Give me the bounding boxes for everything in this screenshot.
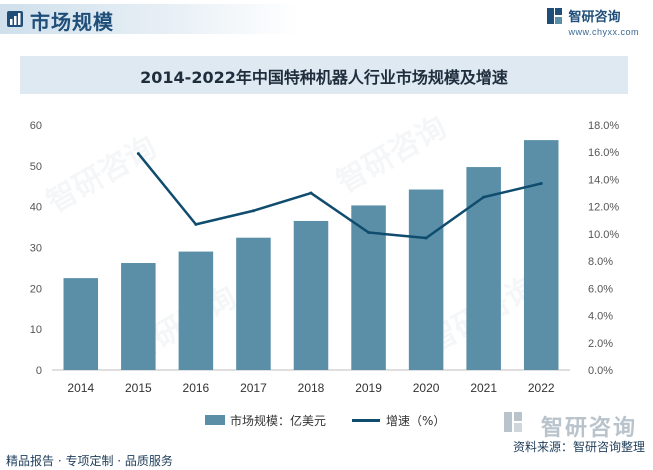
header: 市场规模 智研咨询 www.chyxx.com xyxy=(0,0,653,40)
legend-line-label: 增速（%） xyxy=(386,414,446,428)
x-tick-label: 2020 xyxy=(413,381,440,395)
y-left-tick-label: 50 xyxy=(30,161,42,173)
y-right-tick-label: 10.0% xyxy=(588,229,619,241)
y-left-tick-label: 60 xyxy=(30,120,42,132)
growth-point xyxy=(194,222,198,226)
y-right-tick-label: 0.0% xyxy=(588,365,613,377)
y-left-tick-label: 30 xyxy=(30,243,42,255)
bar-chart-icon xyxy=(7,11,23,27)
brand-logo: 智研咨询 www.chyxx.com xyxy=(547,6,639,37)
footer-tagline: 精品报告 · 专项定制 · 品质服务 xyxy=(6,454,173,468)
bar xyxy=(63,278,99,370)
x-tick-label: 2019 xyxy=(355,381,382,395)
brand-url: www.chyxx.com xyxy=(568,27,639,37)
bar xyxy=(178,251,214,370)
y-right-tick-label: 16.0% xyxy=(588,147,619,159)
header-bar xyxy=(0,4,300,34)
x-tick-label: 2017 xyxy=(240,381,267,395)
growth-point xyxy=(367,231,371,235)
page-title: 市场规模 xyxy=(30,10,114,34)
y-right-tick-label: 4.0% xyxy=(588,311,613,323)
bar xyxy=(523,140,559,370)
chart-title-band: 2014-2022年中国特种机器人行业市场规模及增速 xyxy=(20,56,628,94)
y-right-tick-label: 14.0% xyxy=(588,174,619,186)
x-tick-label: 2014 xyxy=(67,381,94,395)
y-right-tick-label: 6.0% xyxy=(588,283,613,295)
growth-point xyxy=(482,195,486,199)
brand-name: 智研咨询 xyxy=(568,10,621,25)
bar xyxy=(408,189,444,370)
chart-title: 2014-2022年中国特种机器人行业市场规模及增速 xyxy=(140,68,508,87)
y-left-tick-label: 20 xyxy=(30,283,42,295)
bar xyxy=(121,263,156,370)
bar xyxy=(351,205,386,370)
growth-point xyxy=(424,236,428,240)
x-tick-label: 2021 xyxy=(470,381,497,395)
legend-bar-label: 市场规模：亿美元 xyxy=(230,414,327,428)
footer: 智研咨询 精品报告 · 专项定制 · 品质服务 资料来源：智研咨询整理 xyxy=(0,412,653,470)
growth-point xyxy=(136,152,140,156)
legend-bar-swatch xyxy=(205,415,225,425)
brand-mark-icon xyxy=(504,412,522,432)
y-left-tick-label: 40 xyxy=(30,202,42,214)
x-tick-label: 2022 xyxy=(528,381,555,395)
growth-line xyxy=(137,152,542,240)
growth-point xyxy=(251,209,255,213)
y-left-tick-label: 10 xyxy=(30,324,42,336)
y-right-tick-label: 2.0% xyxy=(588,338,613,350)
brand-mark-icon xyxy=(547,8,563,24)
footer-source: 资料来源：智研咨询整理 xyxy=(512,440,645,454)
x-tick-label: 2015 xyxy=(125,381,152,395)
bar xyxy=(236,237,271,370)
growth-point xyxy=(309,191,313,195)
y-right-tick-label: 18.0% xyxy=(588,120,619,132)
y-left-tick-label: 0 xyxy=(36,365,42,377)
y-right-tick-label: 12.0% xyxy=(588,202,619,214)
bar xyxy=(466,167,501,370)
y-right-tick-label: 8.0% xyxy=(588,256,613,268)
bar xyxy=(293,220,329,370)
x-tick-label: 2016 xyxy=(183,381,210,395)
footer-brand: 智研咨询 xyxy=(540,416,637,441)
legend-line-swatch xyxy=(352,419,380,422)
x-tick-label: 2018 xyxy=(298,381,325,395)
growth-point xyxy=(539,182,543,186)
